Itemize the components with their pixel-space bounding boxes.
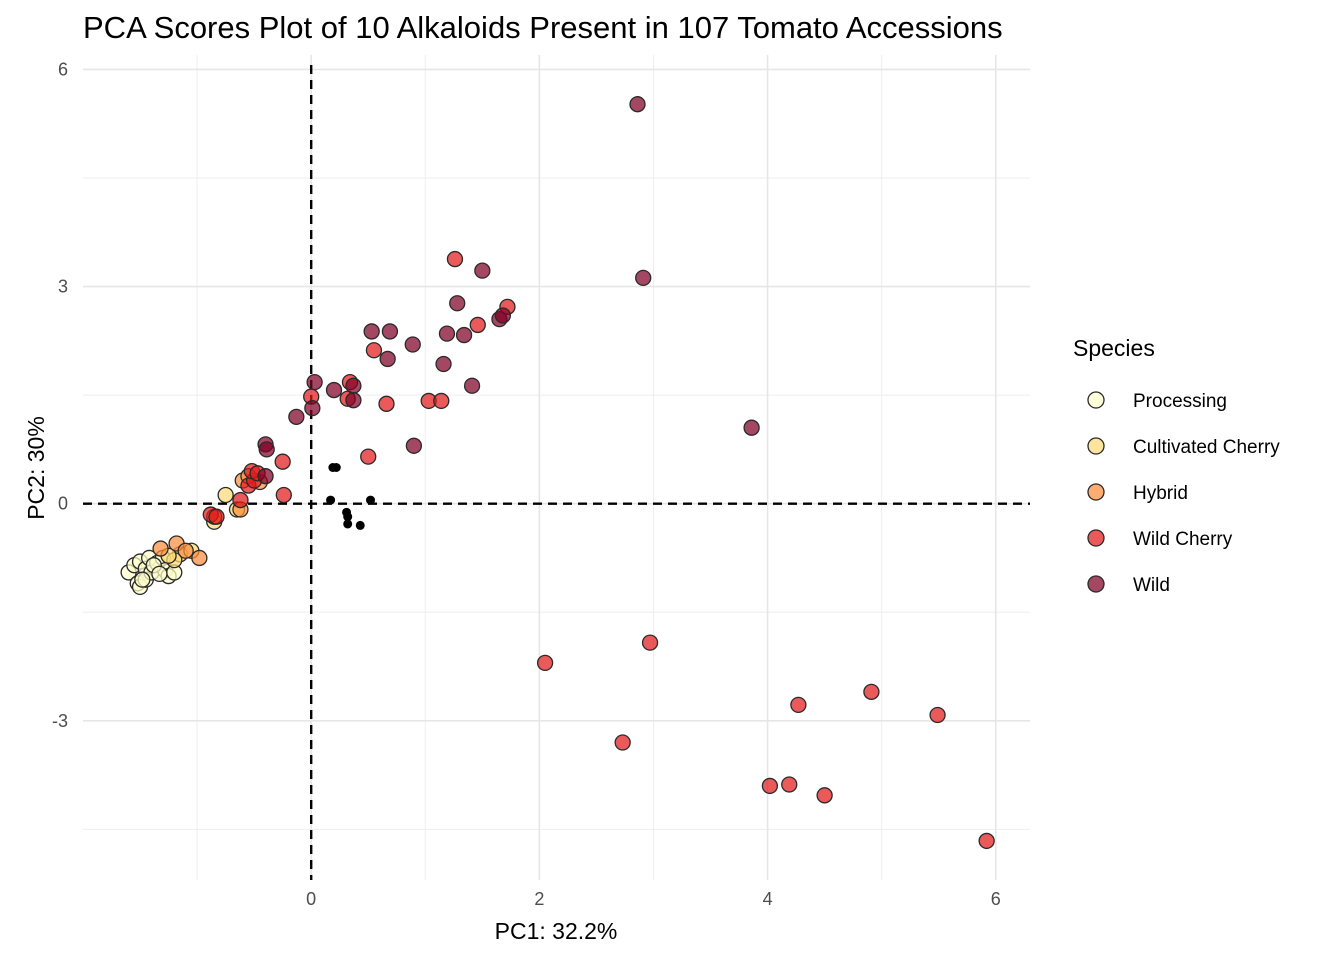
data-point	[365, 342, 383, 359]
data-point	[381, 323, 399, 340]
reference-lines	[83, 65, 1030, 880]
data-point	[438, 325, 456, 342]
data-point	[629, 96, 646, 113]
x-axis-title: PC1: 32.2%	[495, 918, 618, 944]
legend-key	[1087, 483, 1105, 501]
legend-label: Cultivated Cherry	[1133, 437, 1280, 458]
data-point	[343, 512, 353, 522]
legend-label: Wild	[1133, 575, 1170, 596]
data-point	[455, 326, 473, 344]
data-point	[378, 395, 395, 412]
data-point	[325, 381, 343, 399]
data-point	[331, 463, 341, 472]
data-point	[929, 706, 946, 724]
data-point	[743, 419, 760, 436]
legend-label: Wild Cherry	[1133, 529, 1233, 550]
data-point	[446, 250, 464, 268]
data-point	[816, 787, 833, 804]
legend-key	[1087, 529, 1105, 547]
data-point	[177, 542, 194, 559]
data-point	[435, 355, 452, 373]
data-point	[474, 262, 491, 279]
series-unlabeled	[326, 463, 376, 530]
y-tick-label: -3	[52, 711, 68, 731]
data-point	[363, 323, 380, 340]
data-point	[494, 307, 512, 324]
legend-label: Hybrid	[1133, 483, 1188, 504]
data-point	[152, 540, 169, 557]
data-point	[449, 295, 466, 312]
data-point	[863, 683, 880, 700]
x-tick-label: 0	[306, 889, 316, 909]
data-point	[275, 486, 292, 504]
data-points	[120, 96, 995, 850]
data-point	[208, 508, 225, 525]
data-point	[288, 408, 305, 425]
y-tick-label: 0	[58, 494, 68, 514]
y-tick-label: 6	[58, 59, 68, 79]
x-tick-label: 6	[991, 889, 1001, 909]
y-axis-ticks: -3 0 3 6	[52, 59, 68, 730]
legend: Species Processing Cultivated Cherry Hybri…	[1073, 335, 1280, 596]
legend-item: Cultivated Cherry	[1087, 437, 1280, 458]
data-point	[433, 392, 450, 410]
data-point	[304, 400, 321, 417]
data-point	[781, 776, 798, 793]
series-processing	[120, 549, 183, 596]
legend-item: Wild Cherry	[1087, 529, 1233, 550]
data-point	[345, 377, 362, 394]
data-point	[134, 571, 151, 588]
data-point	[635, 269, 652, 287]
data-point	[366, 495, 376, 505]
data-point	[641, 634, 659, 651]
x-tick-label: 4	[763, 889, 773, 909]
data-point	[614, 734, 631, 751]
legend-item: Processing	[1087, 391, 1227, 412]
legend-key	[1087, 437, 1105, 455]
legend-label: Processing	[1133, 391, 1227, 412]
y-axis-title: PC2: 30%	[23, 416, 49, 520]
legend-item: Wild	[1087, 575, 1170, 596]
data-point	[404, 336, 421, 353]
x-tick-label: 2	[534, 889, 544, 909]
data-point	[257, 468, 274, 485]
data-point	[978, 832, 995, 850]
data-point	[232, 491, 249, 509]
data-point	[217, 486, 234, 504]
data-point	[343, 519, 353, 529]
legend-key	[1087, 575, 1105, 593]
data-point	[405, 437, 423, 454]
chart-title: PCA Scores Plot of 10 Alkaloids Present …	[83, 10, 1003, 45]
data-point	[463, 377, 481, 394]
data-point	[345, 392, 362, 409]
y-tick-label: 3	[58, 277, 68, 297]
series-wild	[257, 96, 760, 485]
data-point	[790, 696, 807, 714]
data-point	[151, 565, 168, 583]
x-axis-ticks: 0 2 4 6	[306, 889, 1001, 909]
data-point	[258, 441, 275, 458]
legend-item: Hybrid	[1087, 483, 1188, 504]
data-point	[379, 350, 396, 368]
data-point	[761, 777, 779, 795]
grid	[83, 55, 1030, 880]
data-point	[469, 316, 486, 334]
data-point	[536, 654, 554, 672]
data-point	[355, 520, 365, 530]
legend-key	[1087, 391, 1105, 409]
data-point	[306, 373, 323, 391]
series-wild-cherry	[202, 250, 995, 850]
data-point	[360, 448, 377, 465]
legend-title: Species	[1073, 335, 1155, 361]
data-point	[191, 549, 208, 567]
data-point	[326, 495, 336, 505]
data-point	[274, 453, 291, 470]
